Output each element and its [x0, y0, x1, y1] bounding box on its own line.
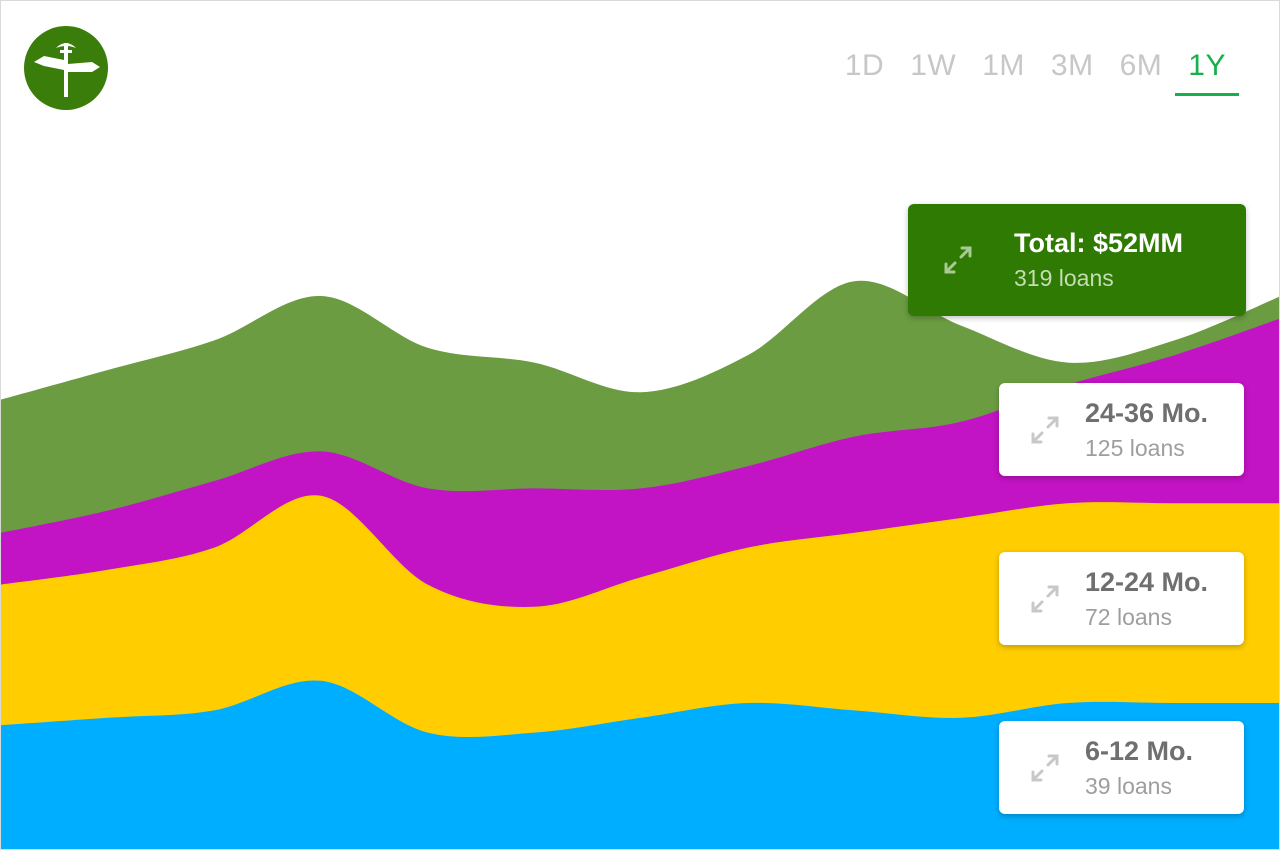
bucket-card-24-36[interactable]: 24-36 Mo. 125 loans	[999, 383, 1244, 476]
total-loans: 319 loans	[1014, 265, 1114, 291]
bucket-loans: 125 loans	[1085, 434, 1185, 461]
range-tab-1w[interactable]: 1W	[910, 49, 957, 82]
area-series-6-12-mo-	[1, 680, 1279, 849]
expand-icon[interactable]	[1027, 581, 1063, 617]
range-tab-3m[interactable]: 3M	[1050, 49, 1094, 82]
bucket-title: 6-12 Mo.	[1085, 735, 1194, 766]
range-tab-6m[interactable]: 6M	[1119, 49, 1163, 82]
total-title: Total: $52MM	[1014, 228, 1184, 258]
bucket-card-12-24[interactable]: 12-24 Mo. 72 loans	[999, 552, 1244, 645]
bucket-loans: 39 loans	[1085, 772, 1172, 799]
bucket-card-6-12[interactable]: 6-12 Mo. 39 loans	[999, 721, 1244, 814]
expand-icon[interactable]	[1027, 750, 1063, 786]
bucket-title: 12-24 Mo.	[1085, 566, 1209, 597]
range-tab-1m[interactable]: 1M	[982, 49, 1025, 82]
expand-icon[interactable]	[940, 242, 976, 278]
range-tab-1d[interactable]: 1D	[844, 49, 885, 82]
signpost-logo[interactable]	[24, 26, 108, 110]
expand-icon[interactable]	[1027, 412, 1063, 448]
total-card[interactable]: Total: $52MM 319 loans	[908, 204, 1246, 316]
signpost-icon	[34, 43, 100, 97]
bucket-title: 24-36 Mo.	[1085, 397, 1209, 428]
time-range-tabs: 1D 1W 1M 3M 6M 1Y	[832, 45, 1239, 96]
bucket-loans: 72 loans	[1085, 603, 1172, 630]
range-tab-1y[interactable]: 1Y	[1175, 45, 1239, 96]
